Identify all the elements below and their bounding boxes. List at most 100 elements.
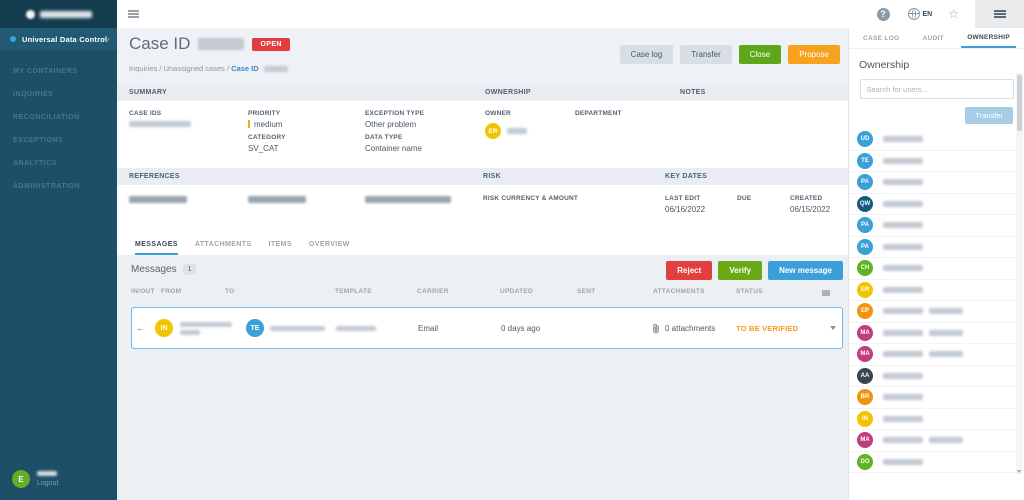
sidebar-item-analytics[interactable]: ANALYTICS	[13, 160, 57, 167]
user-list-item[interactable]: PA	[849, 237, 1017, 258]
logo-text-redacted	[39, 10, 92, 18]
tab-messages[interactable]: MESSAGES	[135, 241, 178, 255]
tab-ownership[interactable]: OWNERSHIP	[961, 28, 1016, 48]
propose-button[interactable]: Propose	[788, 45, 840, 64]
user-list-item[interactable]: MA	[849, 323, 1017, 344]
sidebar-item-reconciliation[interactable]: RECONCILIATION	[13, 114, 80, 121]
breadcrumb: Inquiries / Unassigned cases / Case ID	[129, 64, 288, 73]
summary-heading: SUMMARY	[129, 89, 168, 96]
tab-overview[interactable]: OVERVIEW	[308, 241, 350, 248]
user-list-item[interactable]: PA	[849, 172, 1017, 194]
case-id-redacted	[198, 38, 245, 50]
reject-button[interactable]: Reject	[666, 261, 713, 280]
favorite-star-icon[interactable]: ☆	[948, 7, 959, 21]
user-list-item[interactable]: MA	[849, 430, 1017, 452]
key-dates-heading: KEY DATES	[665, 173, 708, 180]
user-list-item[interactable]: ER	[849, 280, 1017, 301]
close-button[interactable]: Close	[738, 45, 782, 64]
product-selector[interactable]: Universal Data Control	[0, 28, 117, 50]
last-edit-label: LAST EDIT	[665, 195, 701, 202]
tab-case-log[interactable]: CASE LOG	[863, 34, 900, 42]
product-name: Universal Data Control	[22, 34, 108, 44]
case-tabs: MESSAGES ATTACHMENTS ITEMS OVERVIEW	[117, 230, 848, 255]
user-surname-redacted	[929, 437, 963, 444]
notes-heading: NOTES	[680, 89, 706, 96]
user-name-redacted	[883, 308, 923, 315]
panel-transfer-button[interactable]: Transfer	[965, 107, 1013, 124]
status-badge: OPEN	[252, 37, 290, 51]
ownership-user-list: UD TE PA QW PA PA CH ER EP MA MA AA BR IN MA DO	[849, 129, 1017, 473]
user-list-item[interactable]: TE	[849, 151, 1017, 172]
panel-scrollbar[interactable]	[1016, 73, 1023, 474]
reference-1-redacted	[129, 196, 187, 203]
user-list-item[interactable]: DO	[849, 452, 1017, 473]
user-list-item[interactable]: MA	[849, 344, 1017, 366]
case-log-button[interactable]: Case log	[619, 45, 674, 64]
user-avatar: IN	[857, 410, 873, 427]
owner-name-redacted	[507, 128, 527, 134]
user-list-item[interactable]: QW	[849, 194, 1017, 215]
user-search-input[interactable]	[859, 79, 1014, 99]
tab-items[interactable]: ITEMS	[268, 241, 292, 248]
app-logo	[0, 0, 117, 28]
hamburger-menu-icon[interactable]	[128, 10, 139, 12]
col-carrier: CARRIER	[417, 288, 449, 295]
created-value: 06/15/2022	[790, 205, 831, 214]
verify-button[interactable]: Verify	[718, 261, 763, 280]
sidebar-item-my-containers[interactable]: MY CONTAINERS	[13, 68, 78, 75]
row-expand-toggle[interactable]	[830, 308, 836, 348]
category-label: CATEGORY	[248, 134, 286, 141]
current-user-name-redacted	[37, 471, 57, 476]
user-avatar: MA	[857, 432, 873, 449]
column-settings-icon[interactable]	[822, 290, 830, 292]
user-list-item[interactable]: IN	[849, 409, 1017, 430]
language-switcher[interactable]: EN	[907, 8, 933, 20]
section-headers-row-1: SUMMARY OWNERSHIP NOTES	[117, 84, 848, 101]
section-headers-row-2: REFERENCES RISK KEY DATES	[117, 168, 848, 185]
sidebar-nav: MY CONTAINERS INQUIRIES RECONCILIATION E…	[0, 50, 117, 198]
message-to-redacted	[270, 325, 325, 331]
current-user-avatar: E	[12, 470, 30, 488]
current-user: E Logout	[12, 470, 58, 488]
tab-audit[interactable]: AUDIT	[922, 34, 944, 42]
user-list-item[interactable]: BR	[849, 387, 1017, 409]
logout-link[interactable]: Logout	[37, 480, 59, 487]
sidebar-item-inquiries[interactable]: INQUIRIES	[13, 91, 54, 98]
user-list-item[interactable]: UD	[849, 129, 1017, 151]
message-attachments: 0 attachments	[665, 323, 716, 333]
case-ids-value-redacted	[129, 121, 191, 127]
user-list-item[interactable]: PA	[849, 215, 1017, 237]
tab-attachments[interactable]: ATTACHMENTS	[194, 241, 252, 248]
priority-label: PRIORITY	[248, 110, 281, 117]
page-header: Case ID OPEN Inquiries / Unassigned case…	[117, 28, 848, 84]
side-panel-toggle-button[interactable]	[975, 0, 1024, 28]
help-icon[interactable]: ?	[876, 7, 890, 21]
user-list-item[interactable]: EP	[849, 301, 1017, 323]
col-attachments: ATTACHMENTS	[653, 288, 705, 295]
scrollbar-down-arrow-icon[interactable]	[1017, 470, 1021, 473]
created-label: CREATED	[790, 195, 823, 202]
user-name-redacted	[883, 329, 923, 336]
transfer-button[interactable]: Transfer	[680, 45, 732, 64]
breadcrumb-current[interactable]: Case ID	[231, 64, 259, 73]
user-surname-redacted	[929, 351, 963, 358]
sidebar-item-administration[interactable]: ADMINISTRATION	[13, 183, 81, 190]
new-message-button[interactable]: New message	[768, 261, 843, 280]
language-label: EN	[922, 10, 933, 18]
user-list-item[interactable]: CH	[849, 258, 1017, 280]
messages-title: Messages	[131, 264, 177, 275]
risk-heading: RISK	[483, 173, 501, 180]
col-updated: UPDATED	[500, 288, 534, 295]
incoming-arrow-icon: ←	[136, 323, 145, 333]
user-list-item[interactable]: AA	[849, 366, 1017, 387]
due-label: DUE	[737, 195, 752, 202]
messages-count-badge: 1	[182, 264, 197, 275]
sidebar-item-exceptions[interactable]: EXCEPTIONS	[13, 137, 64, 144]
message-row[interactable]: ← IN TE Email 0 days ago 0 attachments T…	[131, 307, 843, 349]
col-sent: SENT	[577, 288, 596, 295]
user-name-redacted	[883, 243, 923, 250]
scrollbar-thumb[interactable]	[1017, 75, 1022, 131]
user-avatar: QW	[857, 195, 873, 212]
priority-value: medium	[248, 120, 282, 129]
